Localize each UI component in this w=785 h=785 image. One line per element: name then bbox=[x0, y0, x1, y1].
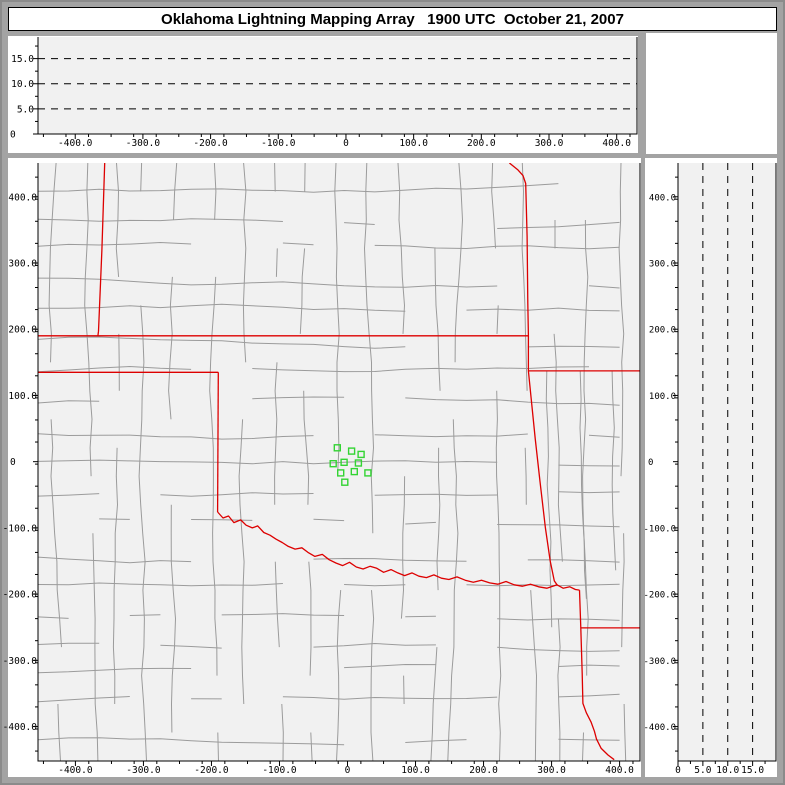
axis-tick-label: 100.0 bbox=[401, 765, 430, 776]
axis-tick-label: 400.0 bbox=[605, 765, 634, 776]
axis-tick-label: -400.0 bbox=[643, 723, 676, 733]
red-river-border bbox=[217, 511, 580, 591]
y-axis-ticks bbox=[673, 176, 678, 752]
axis-tick-label: 400.0 bbox=[8, 192, 37, 203]
axis-tick-label: 0 bbox=[648, 458, 653, 468]
window-title: Oklahoma Lightning Mapping Array 1900 UT… bbox=[161, 10, 624, 28]
lightning-source-marker bbox=[337, 469, 345, 477]
altitude-ns-chart: 0 5.0 10.0 15.0 400.0 300.0 200.0 100.0 0 -100.0 -… bbox=[643, 163, 777, 776]
state-borders bbox=[38, 163, 640, 761]
axis-tick-label: -300.0 bbox=[126, 765, 161, 776]
axis-tick-label: -300.0 bbox=[643, 657, 676, 667]
axis-tick-label: 100.0 bbox=[399, 138, 428, 149]
axis-tick-label: -400.0 bbox=[3, 722, 38, 733]
lightning-source-marker bbox=[347, 447, 356, 455]
axis-tick-label: 0 bbox=[10, 457, 16, 468]
axis-tick-label: 200.0 bbox=[467, 138, 496, 149]
title-bar: Oklahoma Lightning Mapping Array 1900 UT… bbox=[8, 7, 777, 31]
texas-arkansas-louisiana-border bbox=[578, 590, 615, 761]
altitude-ew-chart: -400.0 -300.0 -200.0 -100.0 0 100.0 200.0 300.0… bbox=[10, 37, 638, 149]
axis-tick-label: -300.0 bbox=[3, 656, 38, 667]
axis-tick-label: -200.0 bbox=[194, 765, 229, 776]
axis-tick-label: 300.0 bbox=[535, 138, 564, 149]
altitude-ew-panel: -400.0 -300.0 -200.0 -100.0 0 100.0 200.0 300.0… bbox=[8, 36, 638, 153]
axis-tick-label: 10.0 bbox=[716, 765, 739, 776]
axis-tick-label: 5.0 bbox=[694, 765, 711, 776]
axis-tick-label: 0 bbox=[675, 765, 681, 776]
axis-tick-label: 200.0 bbox=[649, 326, 676, 336]
altitude-ns-plot-area[interactable] bbox=[678, 163, 776, 761]
axis-tick-label: -100.0 bbox=[643, 524, 676, 534]
corner-blank-panel bbox=[646, 33, 777, 154]
lightning-source-marker bbox=[354, 459, 363, 467]
axis-tick-label: -100.0 bbox=[3, 523, 38, 534]
axis-tick-label: 100.0 bbox=[8, 391, 37, 402]
axis-tick-label: 5.0 bbox=[17, 104, 34, 115]
axis-tick-label: -400.0 bbox=[58, 138, 93, 149]
axis-tick-label: 10.0 bbox=[11, 79, 34, 90]
axis-tick-label: 0 bbox=[343, 138, 349, 149]
axis-tick-label: 300.0 bbox=[8, 258, 37, 269]
y-axis-ticks bbox=[33, 45, 38, 135]
county-lines bbox=[38, 163, 627, 761]
axis-spines bbox=[37, 37, 638, 135]
altitude-ew-plot-area[interactable] bbox=[38, 37, 637, 134]
y-axis-ticks bbox=[33, 176, 38, 752]
axis-tick-label: 400.0 bbox=[649, 193, 676, 203]
axis-tick-label: -400.0 bbox=[58, 765, 93, 776]
lightning-source-marker bbox=[333, 444, 341, 452]
altitude-gridlines bbox=[702, 163, 754, 761]
axis-tick-label: -100.0 bbox=[261, 138, 296, 149]
axis-tick-label: 100.0 bbox=[649, 392, 676, 402]
axis-tick-label: -300.0 bbox=[126, 138, 161, 149]
plan-view-map-chart: -400.0 -300.0 -200.0 -100.0 0 100.0 200.0 300.0… bbox=[3, 163, 641, 776]
oklahoma-east-border bbox=[508, 163, 558, 586]
lightning-source-marker bbox=[341, 478, 349, 486]
lightning-source-marker bbox=[357, 450, 365, 459]
axis-tick-label: 0 bbox=[10, 130, 16, 141]
altitude-gridlines bbox=[38, 58, 637, 110]
lightning-source-marker bbox=[340, 458, 348, 466]
oklahoma-west-border bbox=[216, 372, 219, 513]
altitude-ns-panel: 0 5.0 10.0 15.0 400.0 300.0 200.0 100.0 0 -100.0 -… bbox=[643, 158, 777, 777]
axis-tick-label: -200.0 bbox=[193, 138, 228, 149]
axis-tick-label: 400.0 bbox=[602, 138, 631, 149]
lightning-source-marker bbox=[350, 467, 358, 476]
axis-tick-label: -200.0 bbox=[3, 590, 38, 601]
x-axis-ticks bbox=[42, 134, 631, 139]
axis-tick-label: 300.0 bbox=[537, 765, 566, 776]
colorado-kansas-border bbox=[97, 163, 106, 336]
lightning-source-marker bbox=[329, 460, 337, 468]
x-axis-ticks bbox=[677, 761, 766, 766]
plan-view-panel: -400.0 -300.0 -200.0 -100.0 0 100.0 200.0 300.0… bbox=[3, 158, 641, 777]
axis-tick-label: 0 bbox=[345, 765, 351, 776]
axis-tick-label: -100.0 bbox=[262, 765, 297, 776]
axis-tick-label: 300.0 bbox=[649, 259, 676, 269]
lightning-source-marker bbox=[364, 469, 372, 477]
axis-tick-label: 15.0 bbox=[11, 54, 34, 65]
axis-tick-label: 15.0 bbox=[741, 765, 764, 776]
axis-tick-label: -200.0 bbox=[643, 591, 676, 601]
axis-tick-label: 200.0 bbox=[469, 765, 498, 776]
axis-tick-label: 200.0 bbox=[8, 325, 37, 336]
lightning-sources bbox=[329, 444, 372, 486]
x-axis-ticks bbox=[42, 761, 634, 766]
